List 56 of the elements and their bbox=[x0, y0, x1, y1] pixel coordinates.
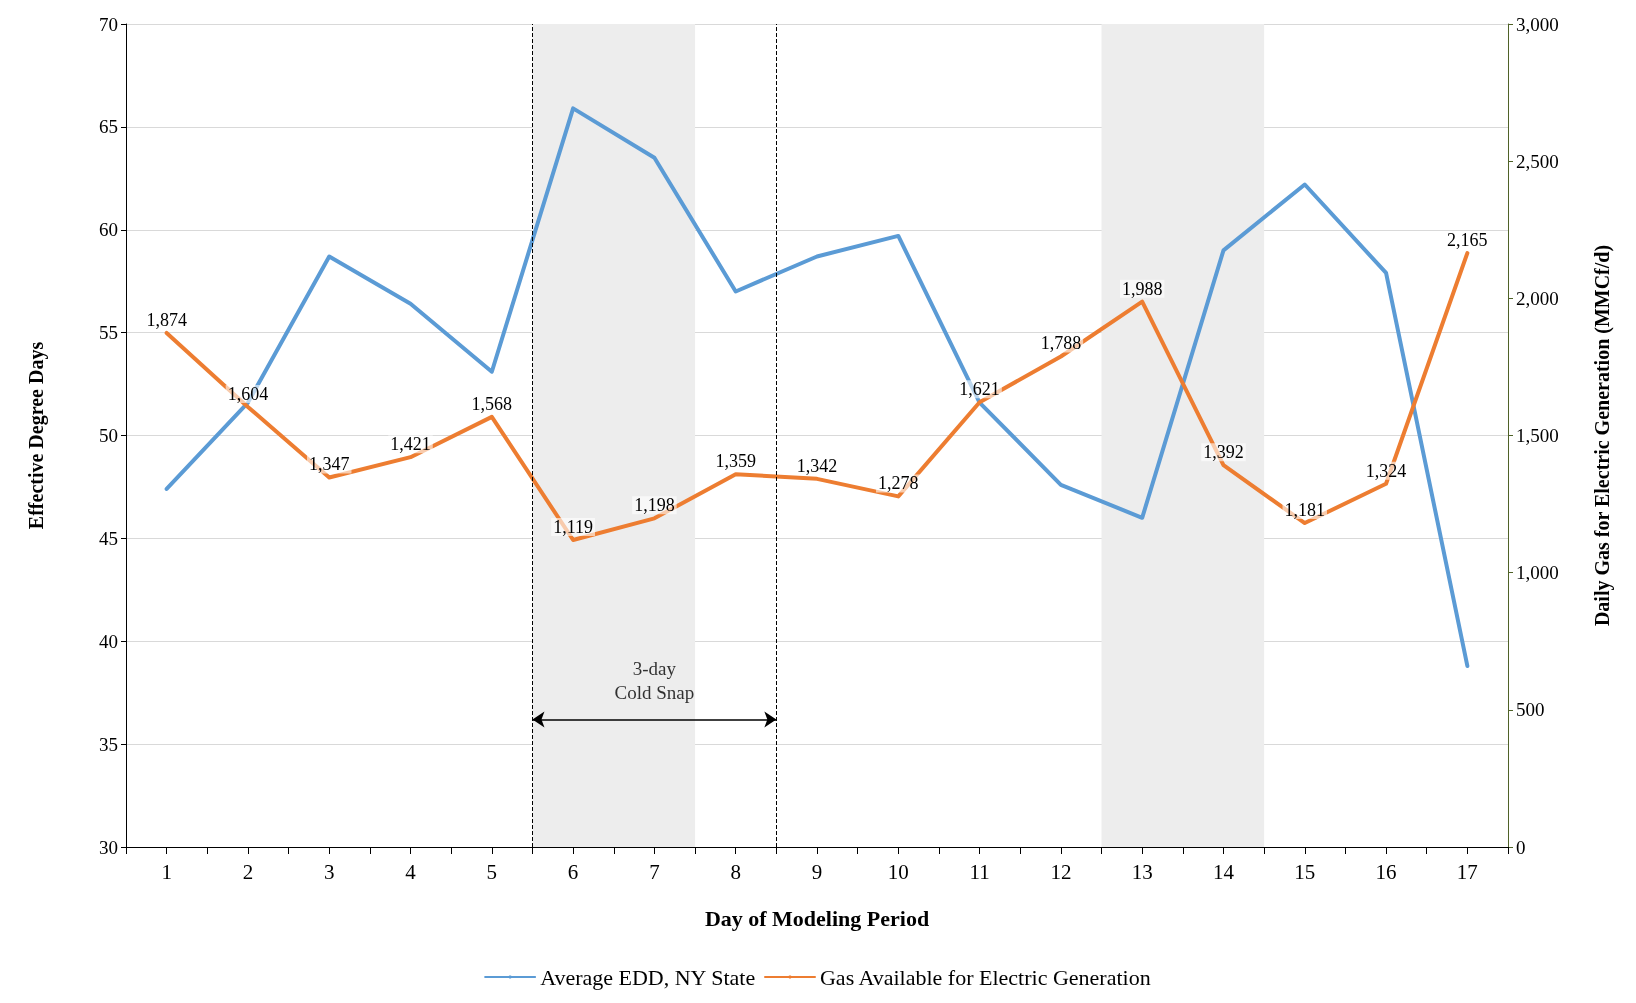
x-tick-label: 6 bbox=[567, 859, 579, 884]
y-tick-label: 40 bbox=[99, 630, 118, 652]
y2-tick-label: 2,500 bbox=[1516, 150, 1559, 172]
x-tick-label: 10 bbox=[887, 859, 909, 884]
x-tick-label: 3 bbox=[323, 859, 335, 884]
annotation: 3-day Cold Snap bbox=[614, 657, 695, 703]
x-tick-label: 2 bbox=[242, 859, 254, 884]
y2-tick-label: 2,000 bbox=[1516, 287, 1559, 309]
y2-tick-label: 1,000 bbox=[1516, 562, 1559, 584]
legend-label: Gas Available for Electric Generation bbox=[819, 964, 1151, 990]
x-tick-label: 8 bbox=[730, 859, 741, 884]
data-label: 1,278 bbox=[878, 473, 919, 494]
y2-tick-label: 3,000 bbox=[1516, 13, 1559, 35]
y-tick-label: 50 bbox=[99, 425, 118, 446]
x-tick-label: 7 bbox=[649, 859, 660, 884]
x-axis-title: Day of Modeling Period bbox=[704, 905, 930, 931]
x-tick-label: 9 bbox=[811, 859, 823, 884]
data-label: 1,874 bbox=[146, 309, 187, 330]
y2-tick-label: 1,500 bbox=[1516, 425, 1559, 446]
x-tick-label: 11 bbox=[969, 859, 990, 884]
x-tick-label: 15 bbox=[1294, 859, 1316, 884]
y-tick-label: 55 bbox=[99, 322, 118, 344]
x-tick-label: 5 bbox=[486, 859, 498, 884]
data-label: 1,347 bbox=[308, 454, 350, 475]
legend-label: Average EDD, NY State bbox=[540, 964, 756, 990]
y-tick-label: 35 bbox=[99, 733, 118, 755]
data-label: 1,181 bbox=[1284, 500, 1326, 521]
x-tick-label: 13 bbox=[1131, 859, 1153, 884]
y-tick-label: 70 bbox=[99, 13, 118, 35]
data-label: 1,119 bbox=[553, 517, 594, 538]
y2-tick-label: 500 bbox=[1516, 699, 1545, 721]
data-label: 1,421 bbox=[390, 434, 431, 455]
y-tick-label: 60 bbox=[99, 219, 118, 241]
x-tick-label: 14 bbox=[1212, 859, 1235, 884]
data-label: 1,988 bbox=[1121, 278, 1163, 299]
x-tick-label: 4 bbox=[405, 859, 417, 884]
x-tick-label: 12 bbox=[1050, 859, 1072, 884]
data-label: 1,788 bbox=[1040, 333, 1082, 354]
x-tick-label: 17 bbox=[1456, 859, 1478, 884]
data-label: 2,165 bbox=[1447, 230, 1488, 251]
data-label: 1,359 bbox=[715, 451, 756, 472]
y-axis-title: Effective Degree Days bbox=[25, 341, 48, 530]
data-label: 1,621 bbox=[959, 379, 1000, 400]
data-label: 1,198 bbox=[634, 495, 675, 516]
y-tick-label: 30 bbox=[99, 836, 118, 858]
data-label: 1,604 bbox=[227, 383, 269, 404]
data-label: 1,324 bbox=[1365, 460, 1407, 481]
y-tick-label: 45 bbox=[99, 527, 118, 549]
data-label: 1,568 bbox=[471, 393, 513, 414]
data-label: 1,342 bbox=[796, 455, 838, 476]
data-label: 1,392 bbox=[1203, 442, 1244, 463]
y2-tick-label: 0 bbox=[1516, 836, 1526, 858]
y2-axis-title: Daily Gas for Electric Generation (MMCf/d) bbox=[1591, 244, 1614, 627]
x-tick-label: 1 bbox=[161, 859, 172, 884]
x-tick-label: 16 bbox=[1375, 859, 1397, 884]
y-tick-label: 65 bbox=[99, 116, 118, 138]
